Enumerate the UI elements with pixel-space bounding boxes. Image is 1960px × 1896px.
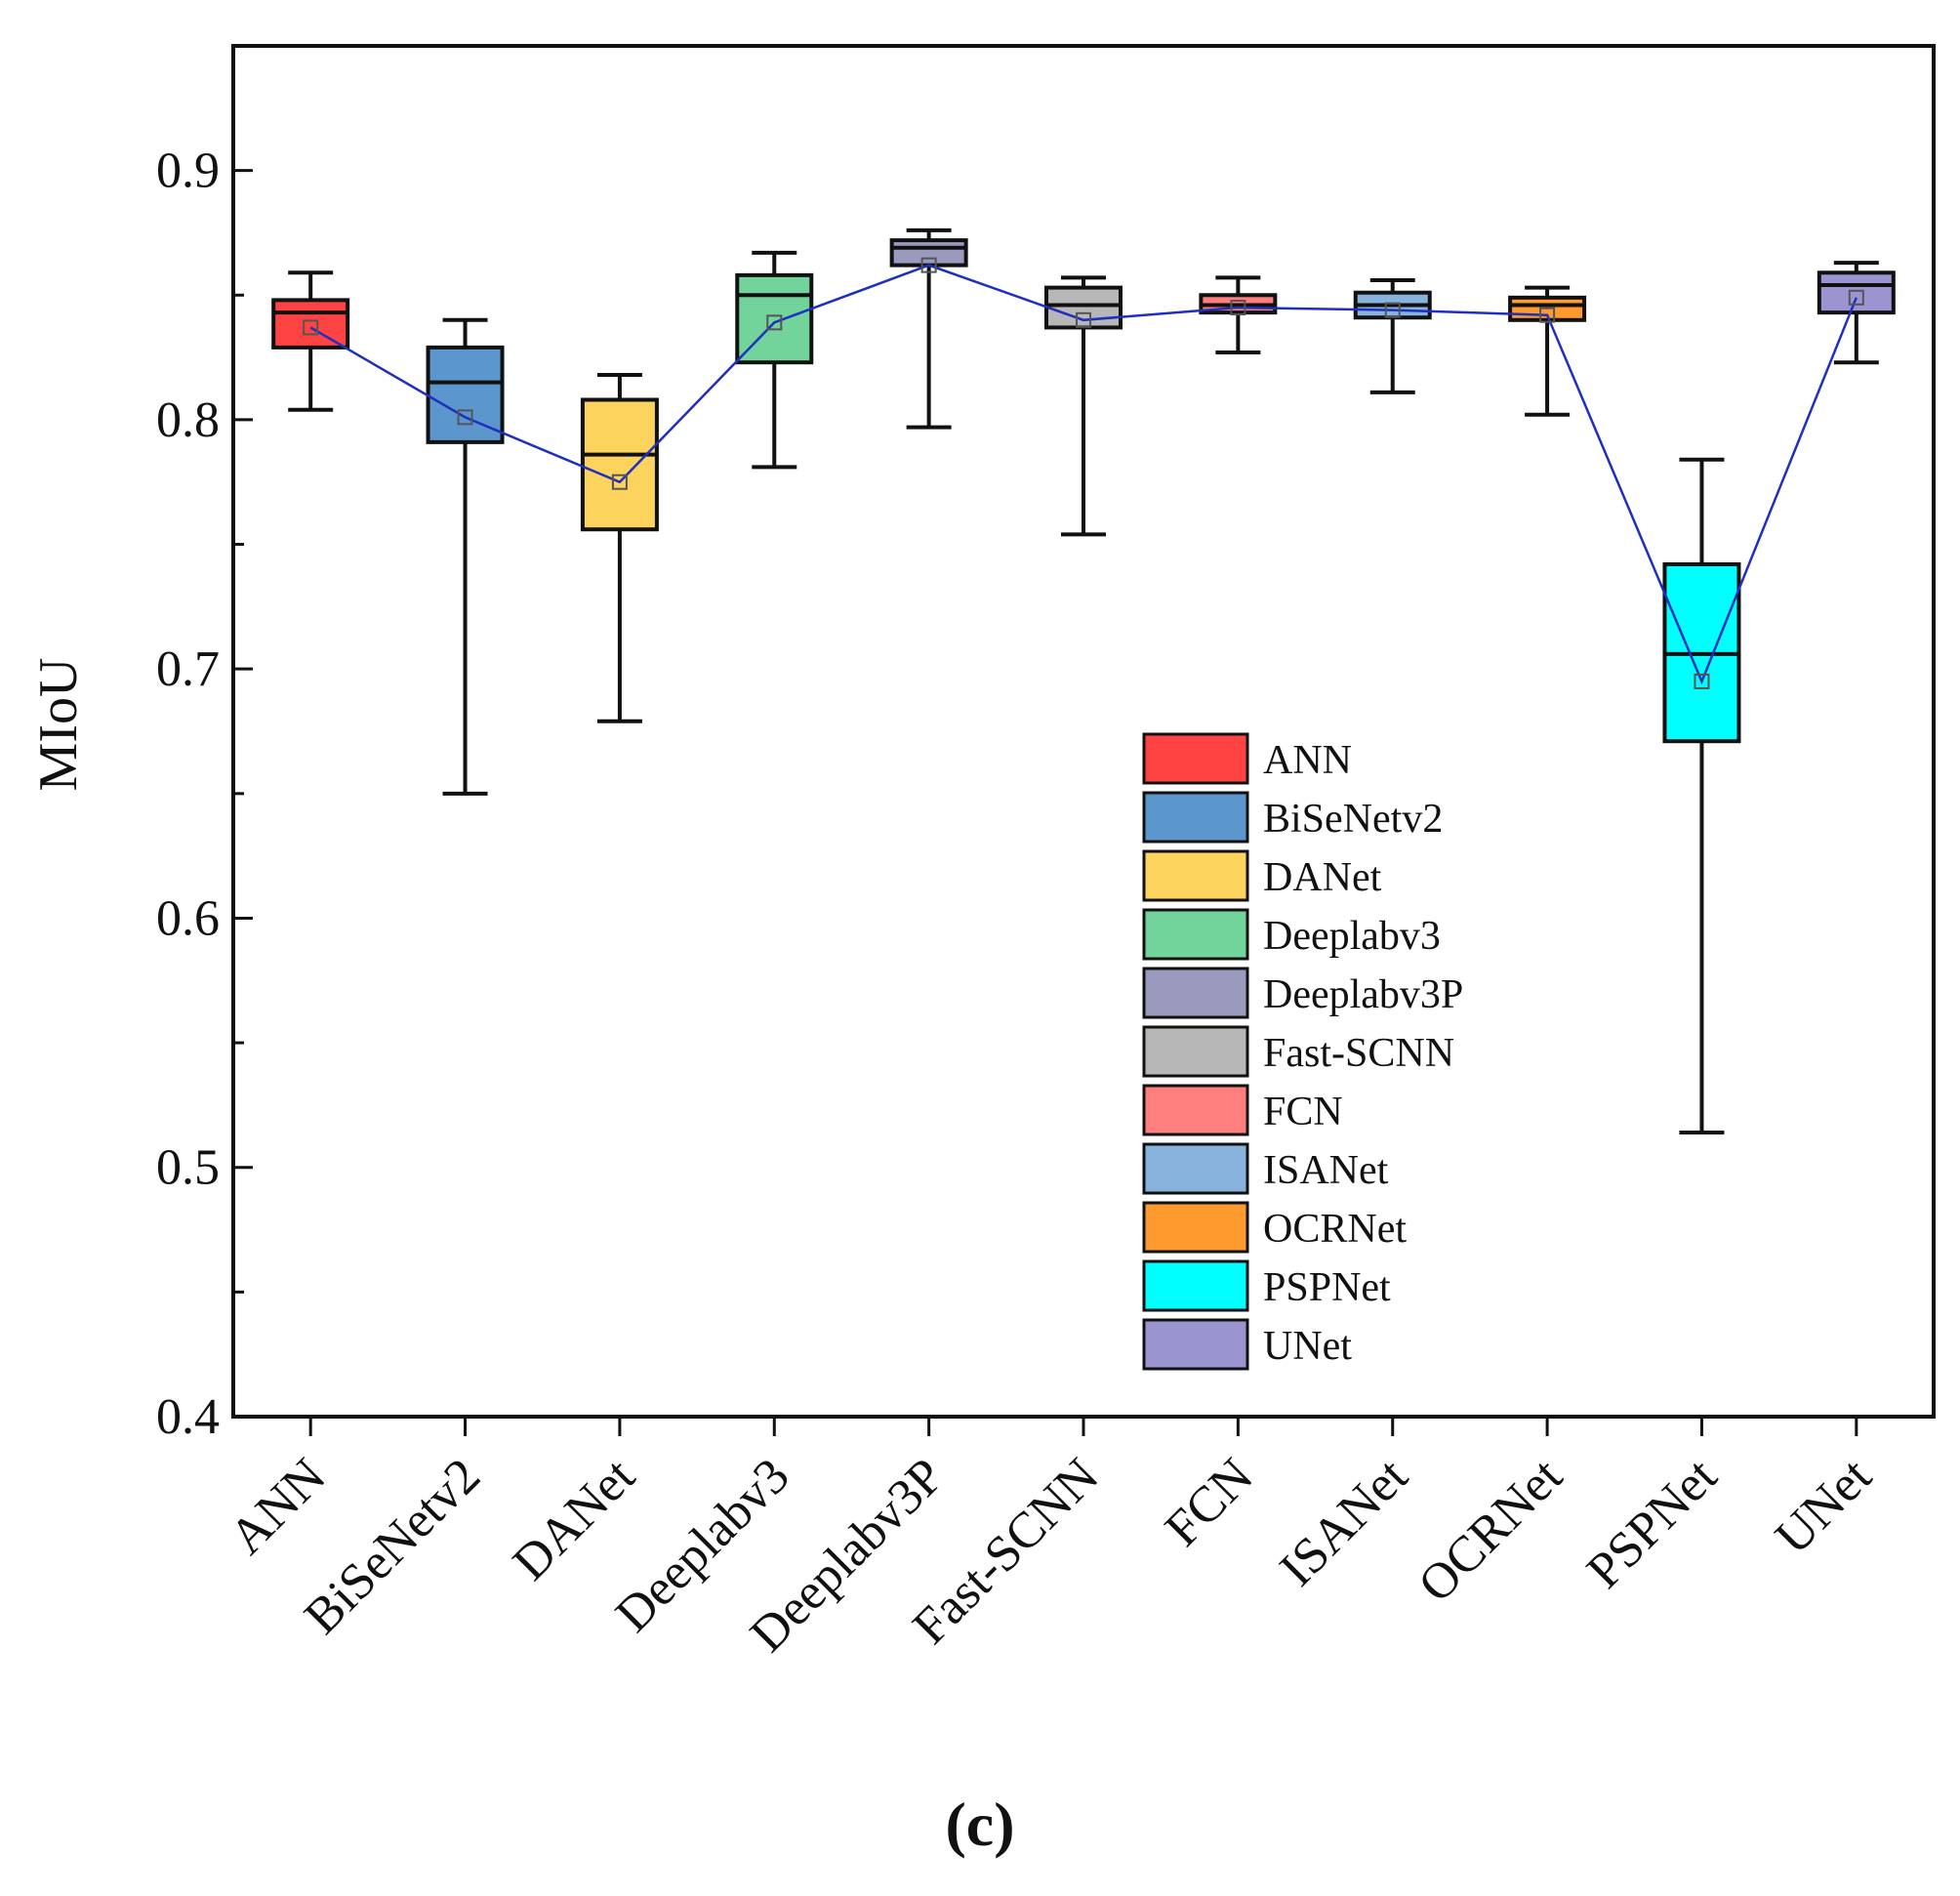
legend-swatch (1142, 908, 1249, 961)
panel-label: (c) (945, 1790, 1014, 1859)
mean-marker (1694, 673, 1710, 689)
legend-label: PSPNet (1263, 1265, 1391, 1310)
box-body (1044, 285, 1123, 330)
mean-marker (457, 409, 473, 426)
mean-marker (920, 257, 937, 273)
mean-marker (1539, 307, 1556, 323)
box-body (1817, 270, 1896, 315)
y-tick-label: 0.5 (156, 1140, 220, 1196)
plot-frame (231, 44, 1936, 1419)
mean-marker (1076, 311, 1091, 328)
legend-label: UNet (1263, 1324, 1352, 1369)
legend-label: Deeplabv3 (1263, 914, 1441, 959)
y-tick-label: 0.7 (156, 641, 220, 697)
y-axis-title: MIoU (28, 658, 89, 792)
box-body (889, 238, 968, 268)
y-tick-label: 0.6 (156, 890, 220, 946)
legend: ANN BiSeNetv2 DANet Deeplabv3 Deeplabv3P Fast… (1142, 732, 1463, 1371)
box-pspnet (1662, 457, 1741, 1134)
box-body (271, 298, 350, 350)
box-unet (1817, 261, 1896, 365)
mean-line-layer (303, 257, 1864, 689)
legend-swatch (1142, 1201, 1249, 1254)
legend-swatch (1142, 849, 1249, 902)
legend-swatch (1142, 732, 1249, 785)
y-tick-label: 0.8 (156, 392, 220, 448)
legend-swatch (1142, 791, 1249, 844)
legend-label: ISANet (1263, 1148, 1389, 1193)
box-isanet (1353, 277, 1432, 394)
box-deeplabv3p (889, 227, 968, 430)
y-tick-label: 0.9 (156, 144, 220, 199)
legend-swatch (1142, 1259, 1249, 1312)
mean-marker (1230, 300, 1246, 316)
mean-marker (611, 474, 628, 490)
mean-marker (303, 319, 319, 336)
boxes-layer (271, 227, 1896, 1134)
legend-swatch (1142, 1025, 1249, 1078)
mean-marker (766, 314, 783, 331)
legend-swatch (1142, 1318, 1249, 1371)
mean-marker (1848, 289, 1864, 306)
legend-label: DANet (1263, 855, 1382, 900)
mean-marker (1384, 302, 1401, 318)
legend-label: BiSeNetv2 (1263, 797, 1443, 842)
legend-label: Fast-SCNN (1263, 1031, 1454, 1076)
legend-label: ANN (1263, 738, 1352, 783)
legend-swatch (1142, 1084, 1249, 1136)
box-danet (580, 372, 659, 723)
y-tick-label: 0.4 (156, 1389, 220, 1445)
box-body (580, 397, 659, 532)
legend-swatch (1142, 1142, 1249, 1195)
mean-line (309, 264, 1858, 685)
legend-label: FCN (1263, 1090, 1343, 1134)
box-ann (271, 270, 350, 412)
legend-swatch (1142, 967, 1249, 1019)
legend-label: OCRNet (1263, 1207, 1407, 1252)
legend-label: Deeplabv3P (1263, 972, 1463, 1017)
y-axis: 0.4 0.5 0.6 0.7 0.8 0.9 (156, 144, 253, 1445)
